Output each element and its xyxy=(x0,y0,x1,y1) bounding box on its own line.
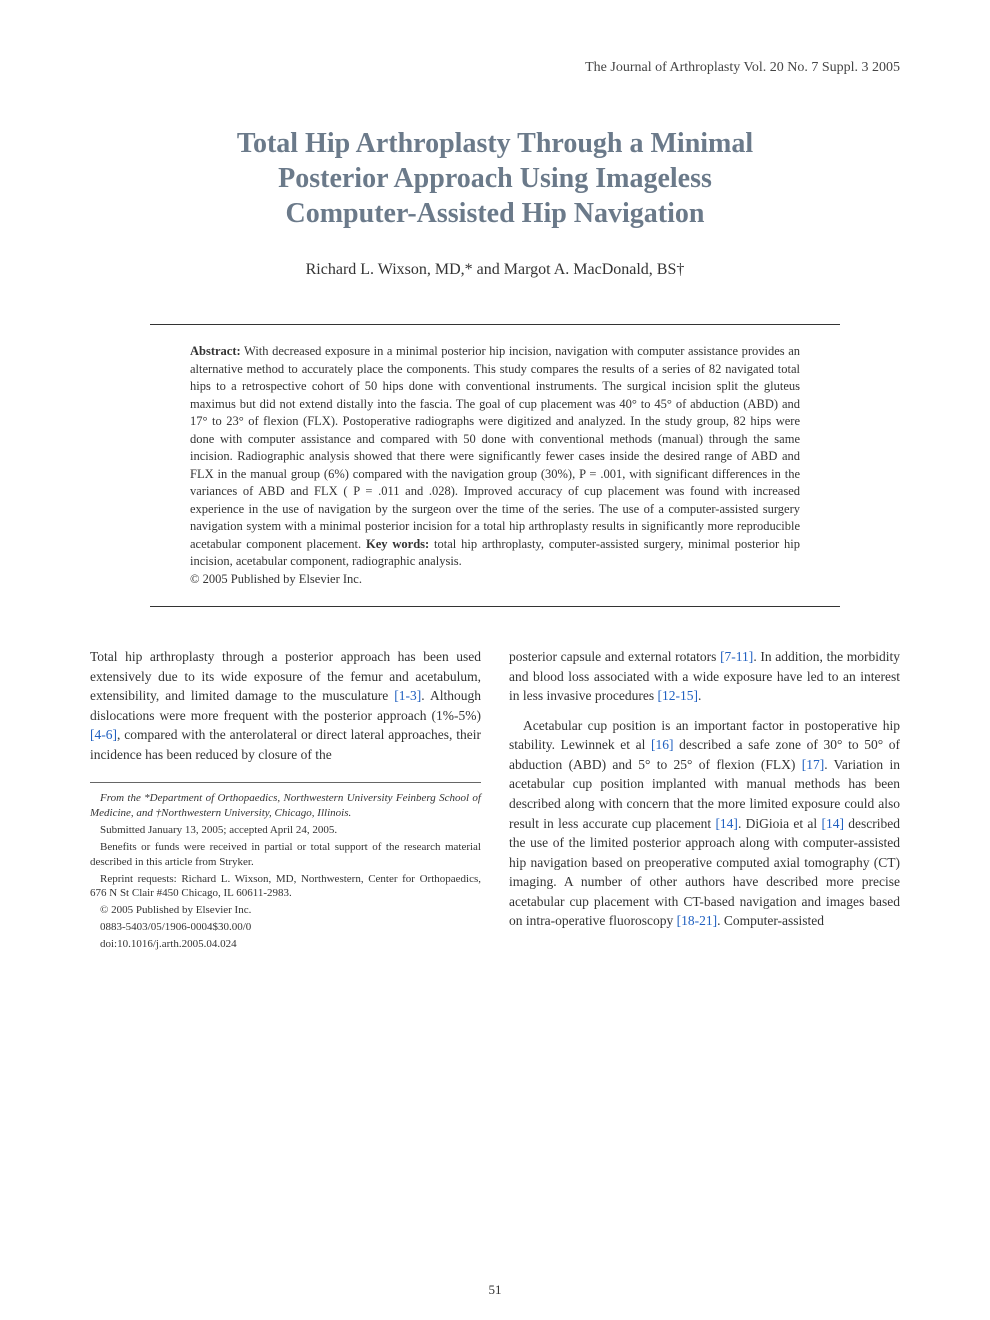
footnote-doi: doi:10.1016/j.arth.2005.04.024 xyxy=(90,937,481,952)
title-line-1: Total Hip Arthroplasty Through a Minimal xyxy=(237,128,753,159)
footnote-benefits: Benefits or funds were received in parti… xyxy=(90,840,481,870)
body-text: . Computer-assisted xyxy=(717,913,824,928)
journal-header: The Journal of Arthroplasty Vol. 20 No. … xyxy=(90,60,900,76)
body-text: , compared with the anterolateral or dir… xyxy=(90,727,481,762)
body-paragraph: Total hip arthroplasty through a posteri… xyxy=(90,647,481,764)
abstract-copyright: © 2005 Published by Elsevier Inc. xyxy=(190,572,362,586)
citation-link[interactable]: [12-15] xyxy=(657,688,698,703)
citation-link[interactable]: [14] xyxy=(821,816,844,831)
citation-link[interactable]: [16] xyxy=(651,737,674,752)
citation-link[interactable]: [18-21] xyxy=(677,913,718,928)
right-column: posterior capsule and external rotators … xyxy=(509,647,900,954)
footnote-copyright: © 2005 Published by Elsevier Inc. xyxy=(90,903,481,918)
citation-link[interactable]: [1-3] xyxy=(394,688,421,703)
abstract-block: Abstract: With decreased exposure in a m… xyxy=(150,324,840,607)
footnote-affiliation: From the *Department of Orthopaedics, No… xyxy=(90,791,481,821)
body-text: . DiGioia et al xyxy=(738,816,822,831)
body-paragraph: Acetabular cup position is an important … xyxy=(509,716,900,931)
keywords-label: Key words: xyxy=(366,537,429,551)
abstract-label: Abstract: xyxy=(190,344,241,358)
body-columns: Total hip arthroplasty through a posteri… xyxy=(90,647,900,954)
authors-line: Richard L. Wixson, MD,* and Margot A. Ma… xyxy=(90,261,900,279)
footnote-issn: 0883-5403/05/1906-0004$30.00/0 xyxy=(90,920,481,935)
title-line-2: Posterior Approach Using Imageless xyxy=(278,163,712,194)
footnote-reprint: Reprint requests: Richard L. Wixson, MD,… xyxy=(90,872,481,902)
citation-link[interactable]: [7-11] xyxy=(720,649,753,664)
citation-link[interactable]: [4-6] xyxy=(90,727,117,742)
body-text: described the use of the limited posteri… xyxy=(509,816,900,929)
abstract-text: With decreased exposure in a minimal pos… xyxy=(190,344,800,551)
page-number: 51 xyxy=(0,1282,990,1298)
citation-link[interactable]: [17] xyxy=(802,757,825,772)
left-column: Total hip arthroplasty through a posteri… xyxy=(90,647,481,954)
body-paragraph: posterior capsule and external rotators … xyxy=(509,647,900,706)
citation-link[interactable]: [14] xyxy=(715,816,738,831)
body-text: . xyxy=(698,688,701,703)
footnotes-block: From the *Department of Orthopaedics, No… xyxy=(90,782,481,951)
title-line-3: Computer-Assisted Hip Navigation xyxy=(286,198,705,229)
body-text: posterior capsule and external rotators xyxy=(509,649,720,664)
article-title: Total Hip Arthroplasty Through a Minimal… xyxy=(90,126,900,231)
footnote-submitted: Submitted January 13, 2005; accepted Apr… xyxy=(90,823,481,838)
